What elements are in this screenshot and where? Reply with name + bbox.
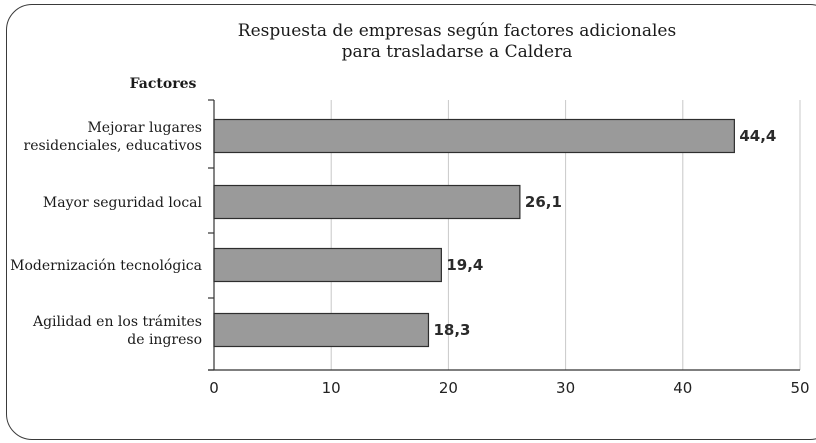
x-tick-labels: 0 10 20 30 40 50	[209, 379, 809, 397]
y-axis-title: Factores	[130, 76, 197, 92]
bar-1	[213, 184, 521, 220]
chart-title: Respuesta de empresas según factores adi…	[238, 21, 676, 62]
value-label-3: 18,3	[433, 321, 470, 339]
category-label-2-line-0: Modernización tecnológica	[10, 258, 202, 274]
x-tick-label-30: 30	[556, 379, 575, 397]
chart-title-line-2: para trasladarse a Caldera	[342, 42, 573, 62]
x-tick-label-20: 20	[439, 379, 458, 397]
x-tick-label-40: 40	[673, 379, 692, 397]
value-label-1: 26,1	[525, 193, 562, 211]
bar-3	[213, 312, 430, 348]
chart-title-line-1: Respuesta de empresas según factores adi…	[238, 21, 676, 41]
value-label-0: 44,4	[739, 127, 776, 145]
category-label-3-line-1: de ingreso	[127, 332, 202, 348]
bar-0	[213, 118, 735, 154]
value-label-2: 19,4	[446, 256, 483, 274]
category-label-3-line-0: Agilidad en los trámites	[32, 314, 202, 330]
bar-2	[213, 247, 442, 283]
x-tick-label-0: 0	[209, 379, 219, 397]
chart-frame	[6, 4, 816, 440]
category-label-1-line-0: Mayor seguridad local	[43, 195, 203, 211]
x-tick-label-50: 50	[790, 379, 809, 397]
bars	[213, 118, 735, 348]
category-label-0-line-0: Mejorar lugares	[87, 120, 202, 136]
value-labels: 44,4 26,1 19,4 18,3	[433, 127, 776, 339]
category-label-0-line-1: residenciales, educativos	[24, 138, 203, 154]
x-tick-label-10: 10	[322, 379, 341, 397]
category-labels: Mejorar lugares residenciales, educativos…	[10, 120, 202, 348]
